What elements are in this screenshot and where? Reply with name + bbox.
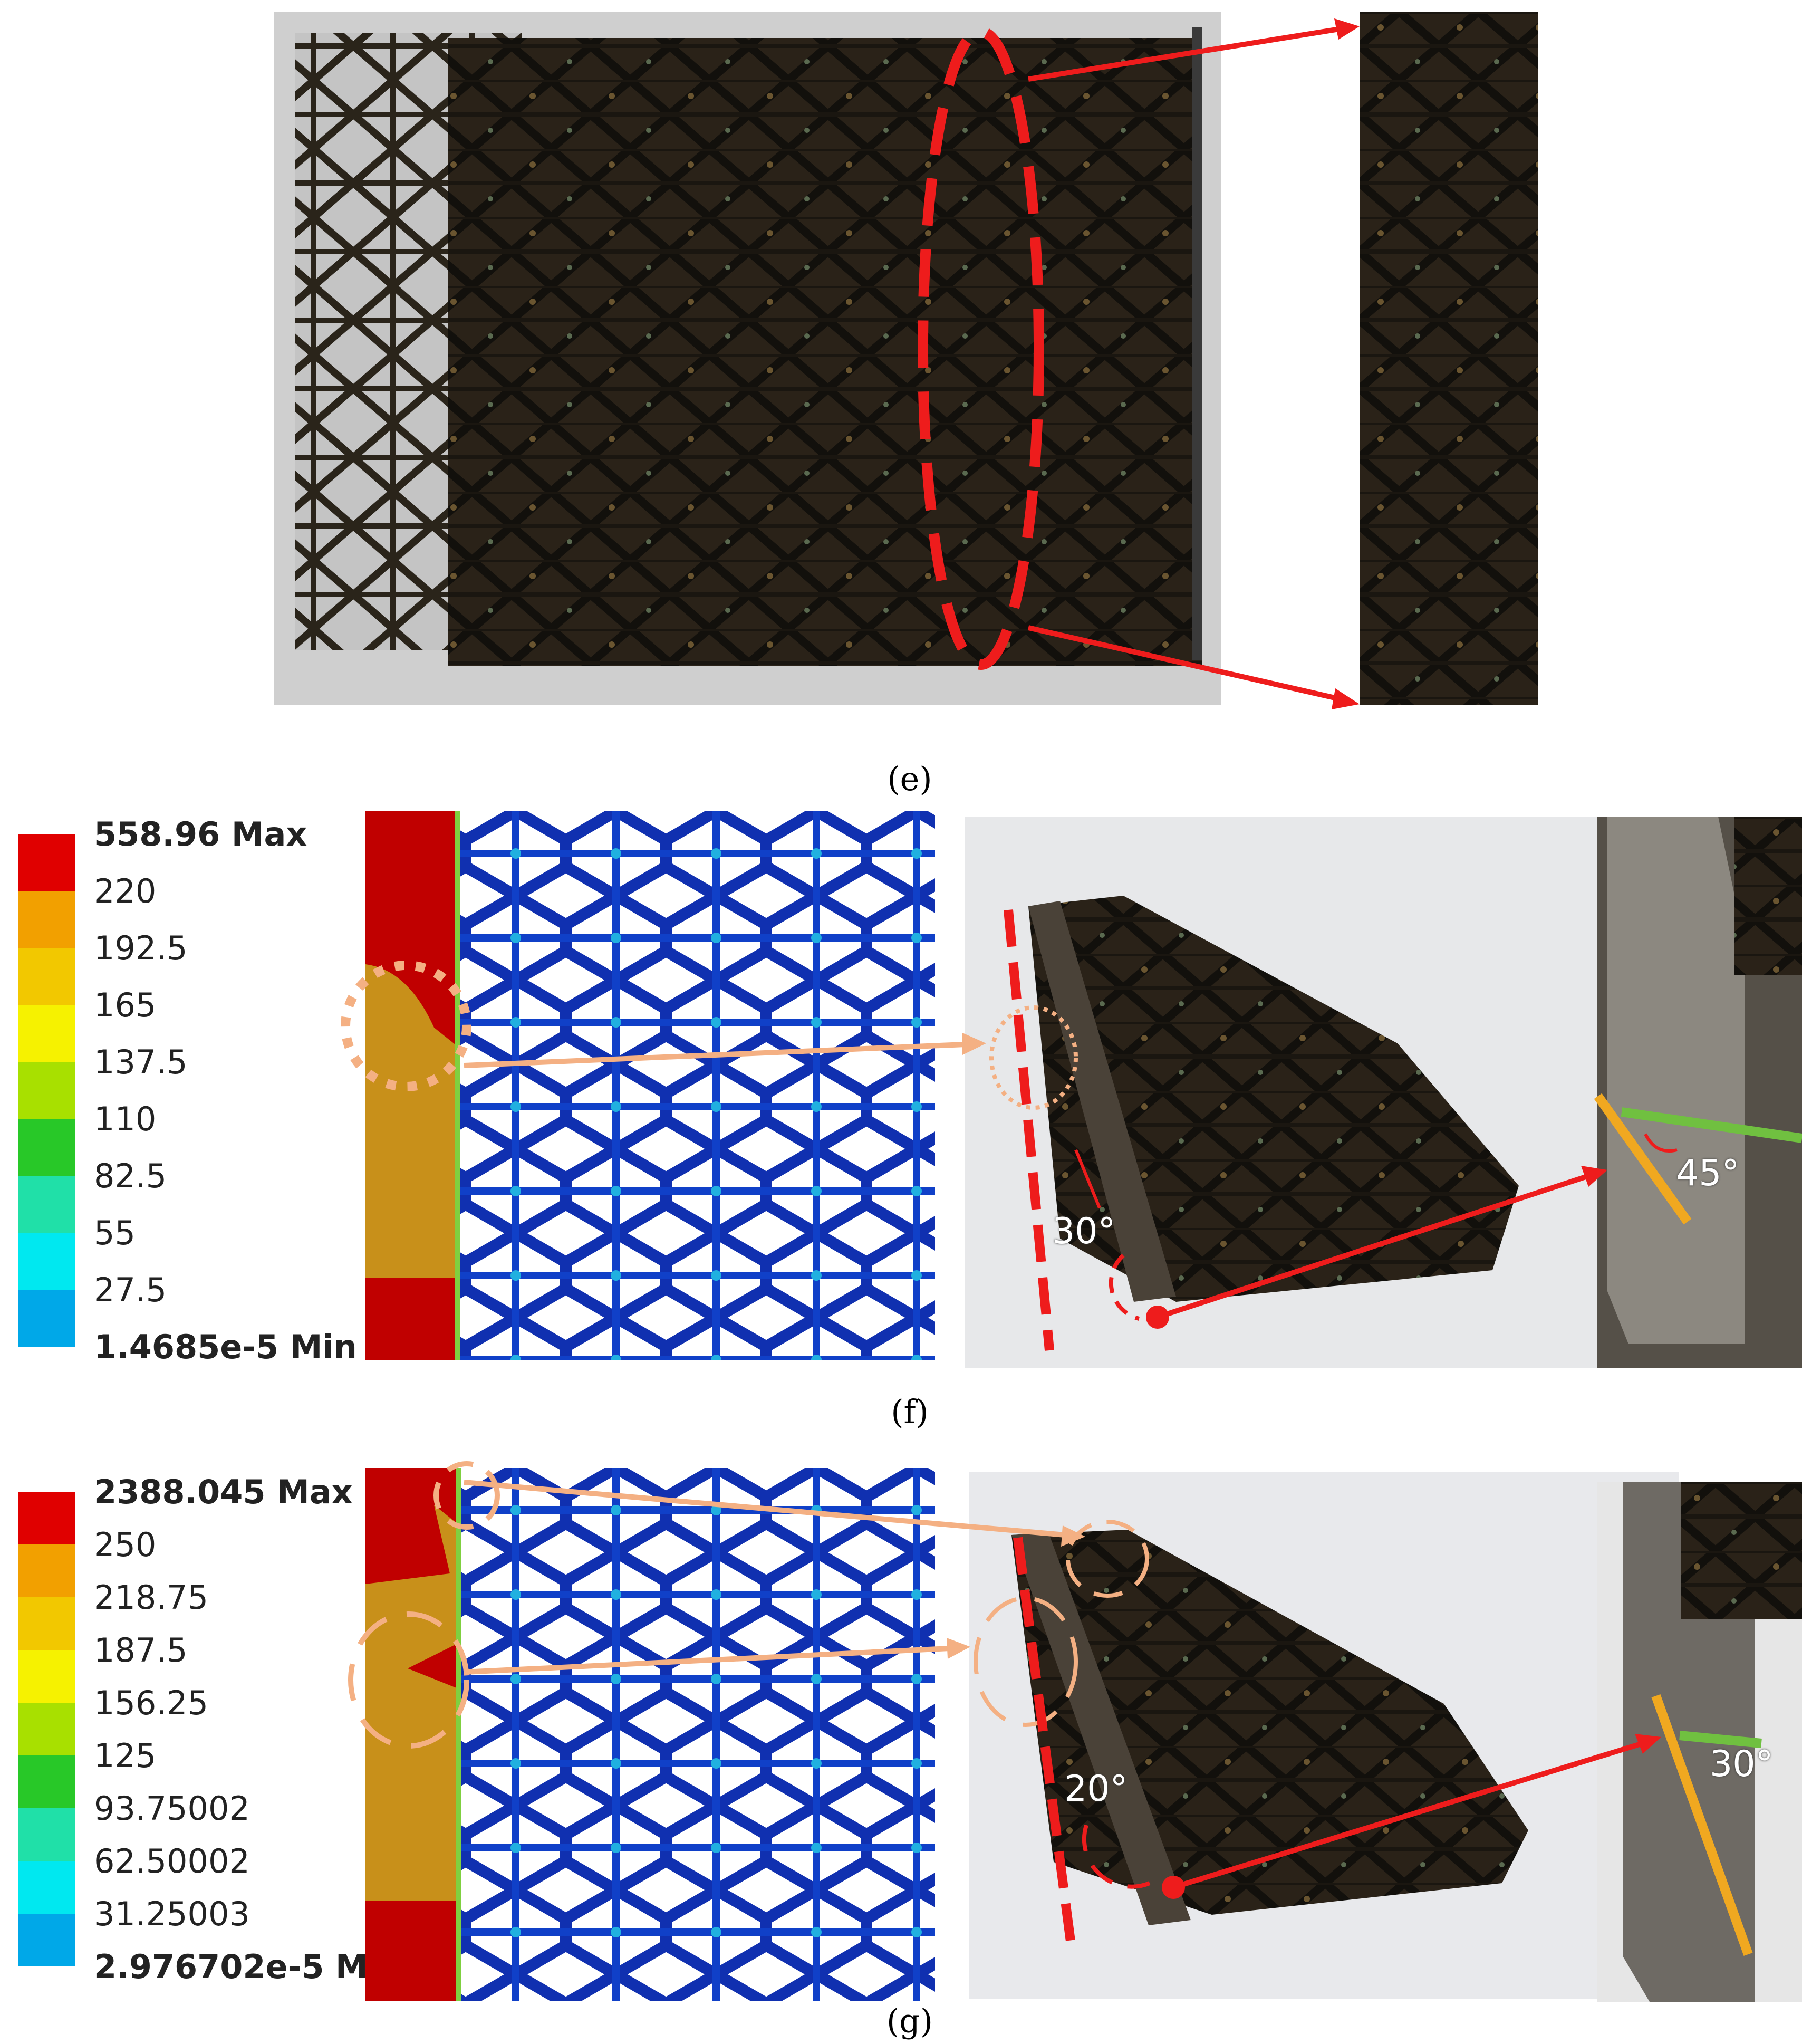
legend-g-label: 2388.045 Max [94,1473,353,1511]
legend-f-label: 27.5 [94,1271,167,1309]
angle-label-g-left: 20° [1064,1768,1128,1810]
panel-e-zoom-photo [1360,12,1538,705]
legend-f-label: 1.4685e-5 Min [94,1328,357,1366]
legend-g-swatch-2 [18,1597,75,1650]
legend-g-label: 187.5 [94,1631,188,1669]
legend-g-label: 2.976702e-5 Min [94,1947,403,1986]
panel-f-specimen-photo [965,817,1680,1368]
lattice-specimen-photo [274,12,1221,705]
legend-f-swatch-1 [18,891,75,948]
legend-g-swatch-6 [18,1808,75,1861]
legend-g-label: 250 [94,1525,157,1564]
legend-f-swatch-5 [18,1119,75,1176]
legend-g-label: 62.50002 [94,1842,250,1880]
panel-e-photo [274,12,1221,705]
legend-g: 2388.045 Max 250 218.75 187.5 156.25 125… [0,1466,402,1994]
legend-g-swatch-7 [18,1861,75,1914]
bent-specimen-photo [1028,896,1519,1302]
legend-f-label: 55 [94,1214,136,1252]
legend-g-label: 156.25 [94,1684,208,1722]
legend-f-swatch-2 [18,948,75,1005]
legend-f: 558.96 Max 220 192.5 165 137.5 110 82.5 … [0,810,359,1369]
legend-g-swatch-0 [18,1492,75,1544]
legend-f-label: 82.5 [94,1157,167,1195]
fea-stress-plot-f [365,811,935,1360]
legend-g-swatch-5 [18,1755,75,1808]
legend-g-swatch-1 [18,1544,75,1597]
caption-f: (f) [891,1393,929,1431]
legend-f-swatch-8 [18,1290,75,1347]
legend-f-label: 558.96 Max [94,815,307,853]
legend-g-label: 125 [94,1736,157,1775]
caption-g: (g) [886,2002,933,2040]
legend-f-label: 220 [94,872,157,910]
legend-f-label: 110 [94,1100,157,1138]
legend-g-label: 93.75002 [94,1789,250,1828]
plate-edge-zoom-photo [1597,817,1802,1368]
legend-g-swatch-4 [18,1703,75,1755]
legend-f-swatch-3 [18,1005,75,1062]
legend-f-label: 137.5 [94,1043,188,1081]
legend-f-swatch-0 [18,834,75,891]
legend-f-swatch-4 [18,1062,75,1119]
legend-f-swatch-6 [18,1176,75,1233]
angle-label-f-left: 30° [1052,1211,1116,1252]
angle-label-g-right: 30° [1710,1743,1774,1785]
legend-g-label: 218.75 [94,1578,208,1617]
panel-f-zoom-photo [1597,817,1802,1368]
legend-g-label: 31.25003 [94,1895,250,1933]
legend-f-label: 192.5 [94,929,188,967]
legend-g-swatch-3 [18,1650,75,1703]
legend-f-label: 165 [94,986,157,1024]
zoomed-strut-photo [1360,12,1538,705]
angle-label-f-right: 45° [1676,1153,1740,1194]
legend-f-swatch-7 [18,1233,75,1290]
legend-g-swatch-8 [18,1914,75,1966]
caption-e: (e) [887,760,932,798]
